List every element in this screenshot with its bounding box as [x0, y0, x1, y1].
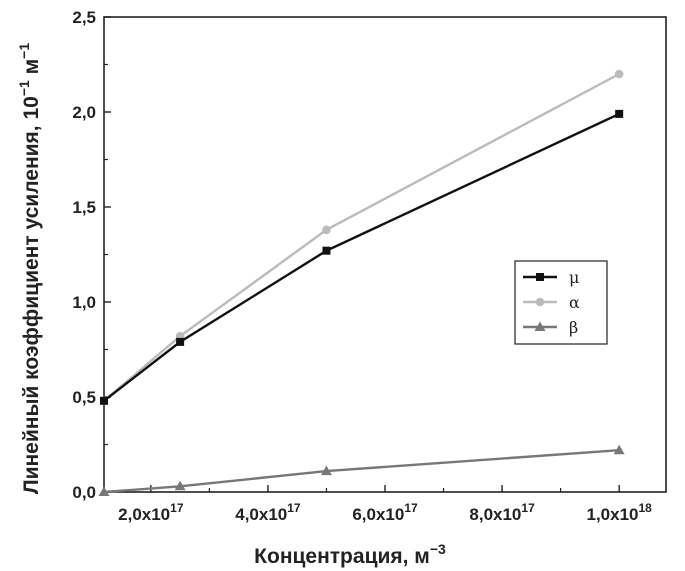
x-tick-label: 4,0x1017	[235, 501, 301, 524]
x-tick-label: 1,0x1018	[586, 501, 652, 524]
data-point	[615, 110, 623, 118]
plot-frame	[104, 17, 666, 492]
data-point	[100, 397, 108, 405]
x-tick-label: 2,0x1017	[118, 501, 184, 524]
y-tick-label: 2,5	[72, 8, 96, 27]
y-tick-label: 0,5	[72, 388, 96, 407]
y-tick-label: 1,5	[72, 198, 96, 217]
data-point	[176, 338, 184, 346]
legend-marker	[536, 273, 544, 281]
legend-label: β	[569, 318, 578, 337]
y-tick-label: 2,0	[72, 103, 96, 122]
data-point	[322, 226, 331, 235]
data-point	[322, 247, 330, 255]
legend-label: α	[569, 293, 580, 312]
x-axis-title: Концентрация, м−3	[254, 541, 446, 568]
y-tick-label: 0,0	[72, 483, 96, 502]
legend-label: μ	[569, 268, 579, 287]
data-point	[615, 70, 624, 79]
legend-marker	[536, 298, 545, 307]
x-tick-label: 6,0x1017	[352, 501, 418, 524]
series-line	[104, 74, 619, 401]
y-tick-label: 1,0	[72, 293, 96, 312]
series-line	[104, 114, 619, 401]
x-tick-label: 8,0x1017	[469, 501, 535, 524]
y-axis-title: Линейный коэффициент усиления, 10−1 м−1	[16, 43, 43, 495]
